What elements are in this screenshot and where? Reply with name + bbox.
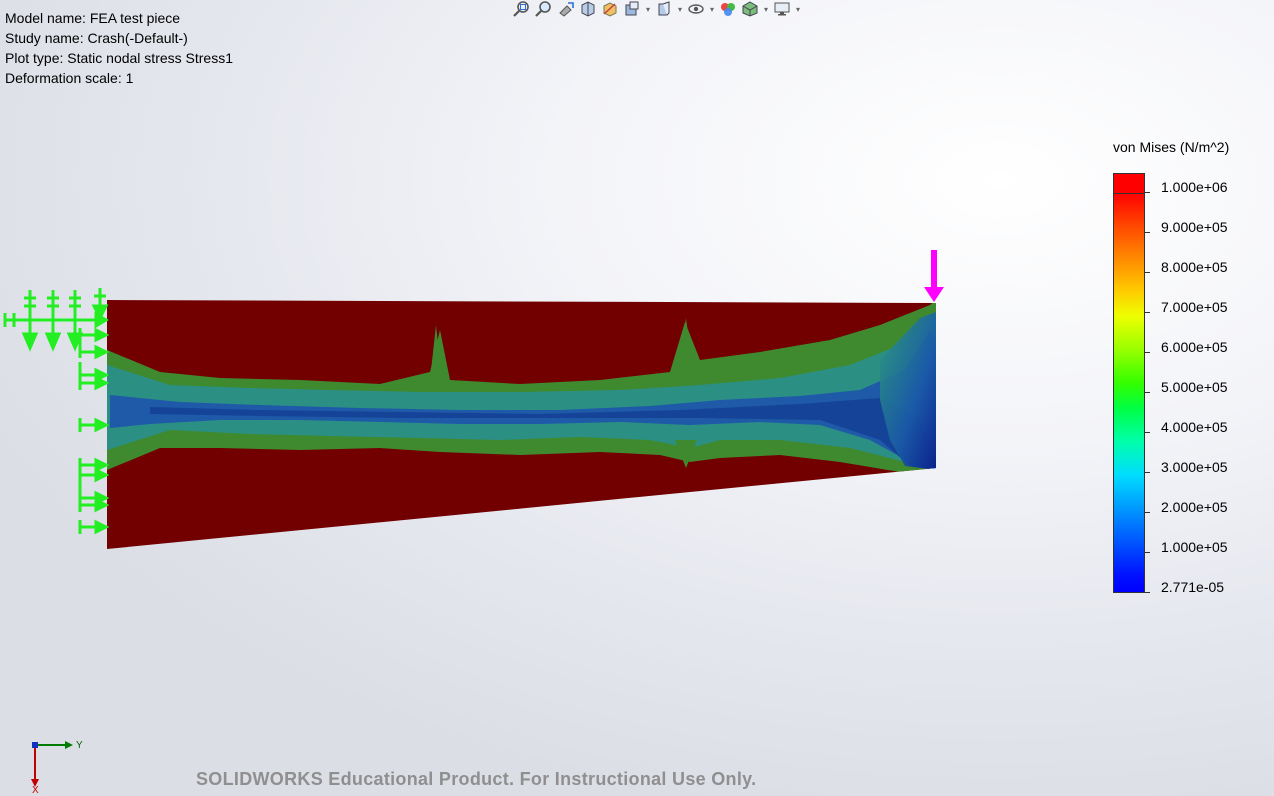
legend-tick-mark — [1145, 272, 1150, 273]
display-style-dropdown-icon[interactable]: ▾ — [645, 4, 650, 14]
triad-x-label: X — [32, 785, 39, 795]
study-info: Model name: FEA test piece Study name: C… — [5, 8, 233, 88]
hide-show-dropdown-icon[interactable]: ▾ — [677, 4, 682, 14]
display-style-icon[interactable] — [622, 0, 642, 18]
legend-title: von Mises (N/m^2) — [1113, 139, 1230, 155]
fea-stress-plot[interactable] — [0, 240, 960, 560]
legend-tick-label: 7.000e+05 — [1161, 299, 1228, 315]
load-arrow — [924, 250, 944, 302]
legend-tick-label: 1.000e+06 — [1161, 179, 1228, 195]
stress-band — [107, 300, 936, 472]
legend-tick-label: 5.000e+05 — [1161, 379, 1228, 395]
legend-tick-mark — [1145, 592, 1150, 593]
legend-tick-mark — [1145, 312, 1150, 313]
monitor-icon[interactable] — [772, 0, 792, 18]
legend-tick-label: 6.000e+05 — [1161, 339, 1228, 355]
reference-triad: Y X — [31, 740, 83, 795]
legend-tick-label: 2.000e+05 — [1161, 499, 1228, 515]
legend-tick-mark — [1145, 352, 1150, 353]
monitor-dropdown-icon[interactable]: ▾ — [795, 4, 800, 14]
legend-tick-mark — [1145, 552, 1150, 553]
colorbar-max-cell — [1114, 174, 1144, 194]
edit-appearance-dropdown-icon[interactable]: ▾ — [709, 4, 714, 14]
legend-tick-mark — [1145, 432, 1150, 433]
stress-colorbar[interactable] — [1113, 173, 1145, 593]
plot-type-text: Plot type: Static nodal stress Stress1 — [5, 50, 233, 66]
edit-appearance-icon[interactable] — [686, 0, 706, 18]
legend-tick-mark — [1145, 512, 1150, 513]
section-view-icon[interactable] — [578, 0, 598, 18]
legend-tick-mark — [1145, 472, 1150, 473]
educational-watermark: SOLIDWORKS Educational Product. For Inst… — [196, 769, 757, 789]
heads-up-view-toolbar: ▾ ▾ ▾ ▾ ▾ — [512, 0, 802, 18]
hide-show-items-icon[interactable] — [654, 0, 674, 18]
model-name-text: Model name: FEA test piece — [5, 10, 181, 26]
view-settings-dropdown-icon[interactable]: ▾ — [763, 4, 768, 14]
study-name-text: Study name: Crash(-Default-) — [5, 30, 188, 46]
legend-tick-label: 2.771e-05 — [1161, 579, 1225, 595]
legend-tick-mark — [1145, 232, 1150, 233]
view-orientation-icon[interactable] — [600, 0, 620, 18]
zoom-to-area-icon[interactable] — [534, 0, 554, 18]
legend-tick-label: 1.000e+05 — [1161, 539, 1228, 555]
legend-tick-label: 9.000e+05 — [1161, 219, 1228, 235]
fixture-arrows — [3, 288, 110, 535]
legend-tick-mark — [1145, 192, 1150, 193]
view-settings-icon[interactable] — [740, 0, 760, 18]
legend-tick-label: 8.000e+05 — [1161, 259, 1228, 275]
legend-tick-label: 4.000e+05 — [1161, 419, 1228, 435]
triad-y-label: Y — [76, 740, 83, 751]
legend-tick-label: 3.000e+05 — [1161, 459, 1228, 475]
previous-view-icon[interactable] — [556, 0, 576, 18]
zoom-to-fit-icon[interactable] — [512, 0, 532, 18]
legend-tick-mark — [1145, 392, 1150, 393]
deformation-scale-text: Deformation scale: 1 — [5, 70, 134, 86]
apply-scene-icon[interactable] — [718, 0, 738, 18]
